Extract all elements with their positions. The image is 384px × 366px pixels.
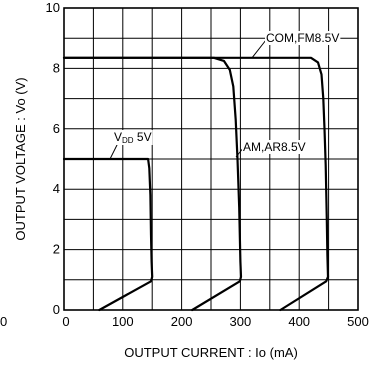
vdd-sub: DD bbox=[122, 136, 134, 145]
left-edge-label: 0 bbox=[0, 314, 7, 329]
y-tick-label: 10 bbox=[46, 0, 60, 15]
annotation-am-ar: AM,AR8.5V bbox=[235, 140, 307, 158]
label-bg-am-ar bbox=[242, 140, 307, 154]
x-tick-label: 400 bbox=[288, 314, 310, 329]
x-tick-label: 0 bbox=[62, 314, 69, 329]
y-tick-label: 0 bbox=[53, 302, 60, 317]
x-tick-label: 100 bbox=[112, 314, 134, 329]
y-tick-label: 2 bbox=[53, 242, 60, 257]
y-tick-label: 8 bbox=[53, 60, 60, 75]
leader-line-vdd bbox=[109, 142, 119, 160]
x-tick-label: 200 bbox=[171, 314, 193, 329]
tick-labels: 0 100 200 300 400 500 0 2 4 6 8 10 bbox=[46, 0, 369, 329]
annotation-vdd: VDD 5V bbox=[109, 130, 153, 160]
label-bg-vdd bbox=[113, 130, 153, 145]
y-tick-label: 4 bbox=[53, 181, 60, 196]
curves bbox=[62, 56, 330, 312]
x-tick-label: 300 bbox=[230, 314, 252, 329]
y-tick-label: 6 bbox=[53, 121, 60, 136]
series-line-vdd-5v bbox=[62, 157, 154, 312]
y-axis-label: OUTPUT VOLTAGE : Vo (V) bbox=[13, 77, 28, 240]
series-line-com-fm bbox=[62, 56, 330, 312]
x-axis-label: OUTPUT CURRENT : Io (mA) bbox=[124, 345, 298, 360]
vdd-tail: 5V bbox=[134, 130, 152, 144]
series-line-am-ar bbox=[62, 56, 243, 312]
series-label-com-fm: COM,FM8.5V bbox=[266, 31, 339, 45]
series-label-vdd: VDD 5V bbox=[114, 130, 152, 145]
series-label-am-ar: AM,AR8.5V bbox=[243, 140, 306, 154]
x-tick-label: 500 bbox=[347, 314, 369, 329]
vdd-main: V bbox=[114, 130, 122, 144]
annotation-com-fm: COM,FM8.5V bbox=[251, 31, 341, 59]
label-bg-com-fm bbox=[265, 31, 341, 45]
leader-line-com-fm bbox=[251, 39, 267, 59]
